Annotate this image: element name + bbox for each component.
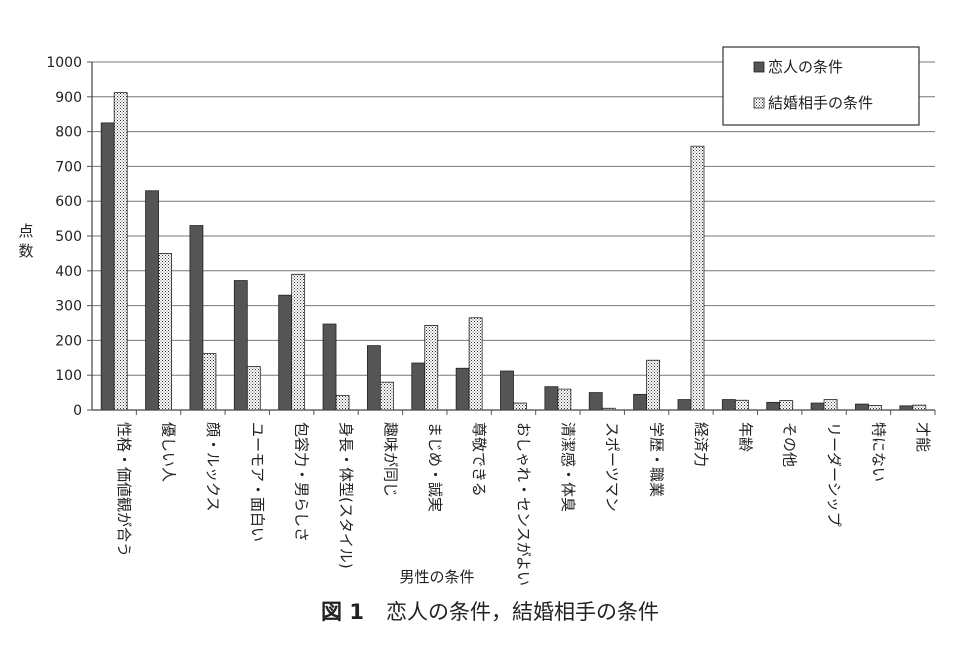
bar-series-2	[734, 399, 749, 411]
axes	[91, 62, 936, 415]
bar-series-2	[424, 325, 439, 411]
x-tick-label: 年齢	[736, 422, 754, 452]
bar-series-2	[912, 404, 927, 411]
bar-series-1	[588, 392, 603, 411]
y-tick-label: 500	[55, 229, 82, 245]
bar-series-2	[690, 145, 705, 411]
bar-series-1	[544, 386, 559, 411]
y-tick-labels: 0 100 200 300 400 500 600 700 800 900 1000	[46, 55, 82, 419]
bar-series-2	[335, 394, 350, 411]
bar-series-1	[411, 362, 426, 411]
x-tick-label: リーダーシップ	[825, 422, 843, 527]
bar-series-2	[113, 92, 128, 411]
figure-caption: 図 1 恋人の条件，結婚相手の条件	[0, 596, 980, 626]
y-tick-label: 400	[55, 264, 82, 280]
legend-box	[722, 46, 920, 126]
x-tick-label: ユーモア・面白い	[248, 422, 266, 542]
y-tick-label: 600	[55, 194, 82, 210]
x-tick-label: スポーツマン	[603, 422, 621, 512]
legend-swatch-series-2	[753, 97, 765, 109]
bar-series-2	[291, 273, 306, 411]
bar-series-2	[158, 252, 172, 411]
y-tick-label: 0	[73, 403, 82, 419]
bar-chart: 0 100 200 300 400 500 600 700 800 900 1000 性格・価値観が…	[18, 46, 936, 586]
x-tick-label: 身長・体型(スタイル)	[337, 422, 355, 569]
x-tick-label: おしゃれ・センスがよい	[515, 422, 533, 586]
bar-series-2	[779, 400, 794, 411]
bar-series-1	[855, 403, 869, 411]
bars	[100, 92, 927, 411]
bar-series-1	[145, 190, 159, 411]
x-tick-label: まじめ・誠実	[426, 422, 444, 512]
x-tick-label: 優しい人	[160, 422, 178, 482]
bar-series-1	[500, 370, 514, 411]
bar-series-1	[810, 402, 825, 411]
bar-series-2	[202, 353, 217, 411]
y-tick-label: 800	[55, 125, 82, 141]
x-tick-label: その他	[781, 422, 799, 467]
bar-series-1	[366, 345, 381, 411]
x-tick-label: 経済力	[692, 422, 710, 467]
bar-series-1	[899, 405, 914, 411]
x-tick-label: 清潔感・体臭	[559, 422, 577, 512]
legend-swatch-series-1	[753, 61, 765, 73]
y-axis-label-char: 点	[18, 222, 33, 240]
x-tick-label: 尊敬できる	[470, 422, 488, 497]
bar-series-2	[823, 399, 838, 411]
x-tick-labels: 性格・価値観が合う 優しい人 顔・ルックス ユーモア・面白い 包容力・男らしさ 身長・体型…	[115, 422, 932, 586]
x-tick-label: 顔・ルックス	[204, 422, 222, 512]
x-tick-label: 趣味が同じ	[381, 422, 399, 497]
figure-caption-text: 恋人の条件，結婚相手の条件	[385, 600, 659, 624]
bar-series-1	[455, 367, 470, 411]
bar-series-2	[868, 405, 882, 411]
bar-series-1	[233, 280, 248, 411]
bar-series-1	[766, 401, 781, 411]
bar-series-2	[246, 366, 261, 411]
bar-series-1	[322, 323, 337, 411]
legend: 恋人の条件 結婚相手の条件	[722, 46, 920, 126]
gridlines	[87, 61, 935, 411]
y-axis-label: 点数	[18, 222, 33, 260]
legend-label-series-2: 結婚相手の条件	[768, 94, 873, 112]
bar-series-1	[721, 399, 736, 411]
x-tick-label: 特にない	[869, 422, 887, 482]
y-tick-label: 700	[55, 159, 82, 175]
y-tick-label: 1000	[46, 55, 82, 71]
y-axis-label-char: 数	[18, 242, 33, 260]
x-tick-label: 才能	[914, 422, 932, 452]
x-tick-label: 性格・価値観が合う	[115, 422, 133, 557]
y-tick-label: 900	[55, 90, 82, 106]
bar-series-1	[189, 225, 204, 411]
x-axis-label: 男性の条件	[399, 568, 474, 586]
bar-series-1	[100, 122, 115, 411]
y-tick-label: 100	[55, 368, 82, 384]
bar-series-1	[278, 294, 293, 411]
bar-series-2	[468, 317, 483, 411]
x-tick-label: 学歴・職業	[648, 422, 666, 497]
bar-series-2	[513, 402, 527, 411]
legend-label-series-1: 恋人の条件	[768, 58, 843, 76]
y-tick-label: 200	[55, 333, 82, 349]
bar-series-1	[677, 399, 692, 411]
bar-series-2	[646, 359, 661, 411]
x-tick-label: 包容力・男らしさ	[293, 422, 311, 542]
bar-series-2	[557, 388, 572, 411]
bar-series-2	[379, 381, 394, 411]
y-tick-label: 300	[55, 299, 82, 315]
figure-number: 図 1	[321, 600, 364, 624]
bar-series-1	[633, 393, 648, 411]
